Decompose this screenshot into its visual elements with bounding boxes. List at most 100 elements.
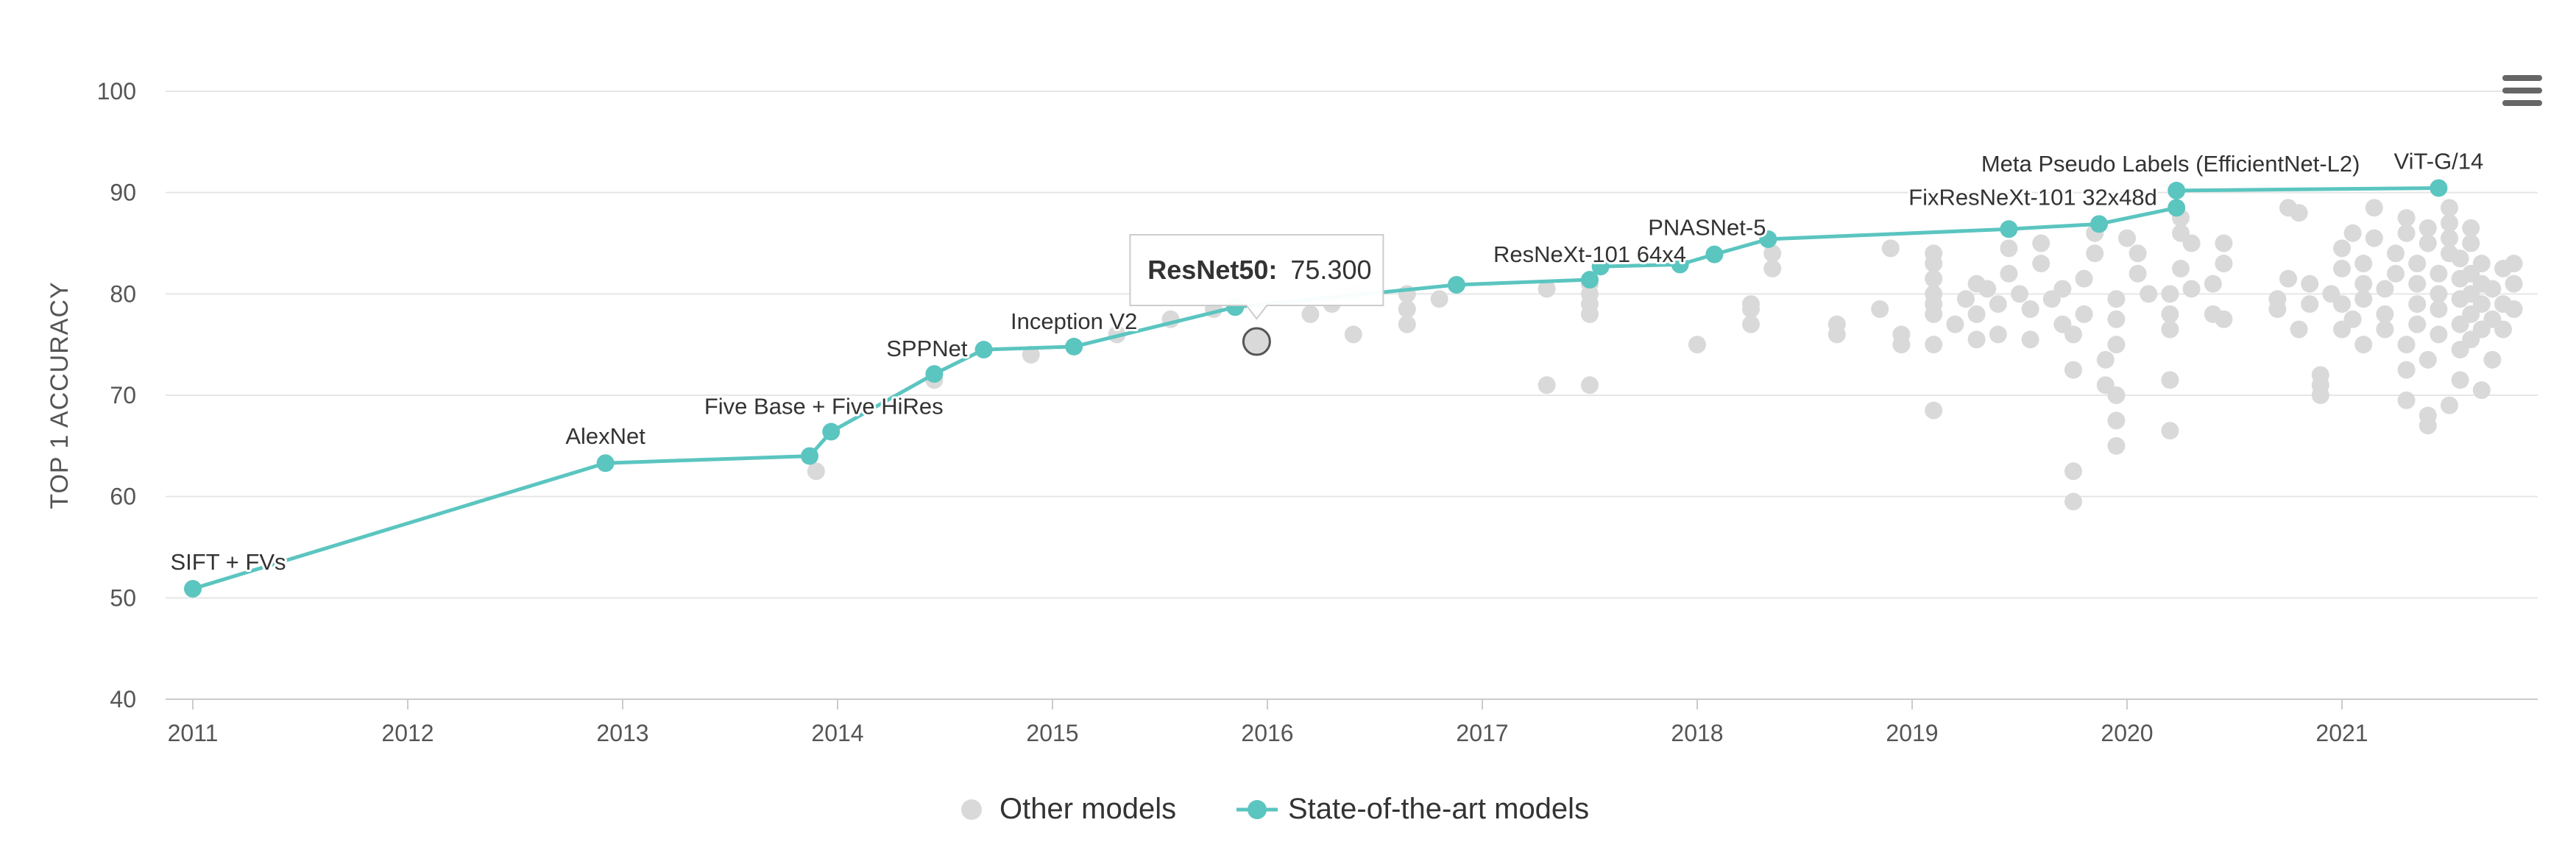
other-model-point[interactable] <box>2441 199 2458 217</box>
other-model-point[interactable] <box>1763 259 1782 277</box>
other-model-point[interactable] <box>2064 361 2082 379</box>
other-model-point[interactable] <box>2418 234 2437 252</box>
other-model-point[interactable] <box>2290 204 2308 222</box>
sota-model-point[interactable] <box>184 579 202 598</box>
other-model-point[interactable] <box>2182 280 2201 298</box>
other-model-point[interactable] <box>2387 244 2405 263</box>
other-model-point[interactable] <box>2032 234 2050 252</box>
hovered-point[interactable] <box>1242 327 1271 356</box>
other-model-point[interactable] <box>2021 300 2039 318</box>
other-model-point[interactable] <box>2333 259 2351 277</box>
other-model-point[interactable] <box>2021 330 2039 349</box>
other-model-point[interactable] <box>2301 295 2319 314</box>
other-model-point[interactable] <box>1989 325 2007 344</box>
other-model-point[interactable] <box>2215 255 2233 273</box>
other-model-point[interactable] <box>2472 255 2491 273</box>
other-model-point[interactable] <box>2161 285 2179 303</box>
other-model-point[interactable] <box>2311 366 2329 384</box>
other-model-point[interactable] <box>2397 361 2416 379</box>
other-model-point[interactable] <box>2107 290 2126 308</box>
sota-model-point[interactable] <box>596 454 615 473</box>
other-model-point[interactable] <box>2408 255 2427 273</box>
other-model-point[interactable] <box>2505 300 2523 318</box>
other-model-point[interactable] <box>1827 315 1846 333</box>
other-model-point[interactable] <box>2430 325 2448 344</box>
other-model-point[interactable] <box>1398 300 1416 318</box>
other-model-point[interactable] <box>2387 264 2405 283</box>
sota-model-point[interactable] <box>2168 199 2186 217</box>
other-model-point[interactable] <box>1925 336 1943 354</box>
other-model-point[interactable] <box>1871 300 1889 318</box>
other-model-point[interactable] <box>2418 417 2437 435</box>
other-model-point[interactable] <box>2441 229 2458 247</box>
other-model-point[interactable] <box>2129 244 2147 263</box>
other-model-point[interactable] <box>2140 285 2158 303</box>
other-model-point[interactable] <box>2204 275 2222 293</box>
other-model-point[interactable] <box>1925 401 1943 420</box>
other-model-point[interactable] <box>2182 234 2201 252</box>
hamburger-menu-icon[interactable] <box>2498 69 2547 116</box>
other-model-point[interactable] <box>1688 336 1706 354</box>
sota-model-point[interactable] <box>1671 255 1689 274</box>
other-model-point[interactable] <box>1967 330 1986 349</box>
other-model-point[interactable] <box>2279 269 2297 288</box>
other-model-point[interactable] <box>2161 305 2179 323</box>
other-model-point[interactable] <box>1925 269 1943 288</box>
other-model-point[interactable] <box>1398 315 1416 333</box>
sota-model-point[interactable] <box>2430 179 2448 197</box>
other-model-point[interactable] <box>2086 244 2104 263</box>
other-model-point[interactable] <box>2064 325 2082 344</box>
sota-model-point[interactable] <box>2168 181 2186 199</box>
other-model-point[interactable] <box>2129 264 2147 283</box>
other-model-point[interactable] <box>2376 305 2394 323</box>
other-model-point[interactable] <box>1742 315 1760 333</box>
other-model-point[interactable] <box>2107 436 2126 455</box>
other-model-point[interactable] <box>1538 280 1556 298</box>
sota-model-point[interactable] <box>801 447 819 465</box>
other-model-point[interactable] <box>1957 290 1975 308</box>
other-model-point[interactable] <box>1430 290 1448 308</box>
other-model-point[interactable] <box>2161 320 2179 339</box>
other-model-point[interactable] <box>2451 250 2469 268</box>
other-model-point[interactable] <box>2064 492 2082 511</box>
other-model-point[interactable] <box>2483 280 2502 298</box>
other-model-point[interactable] <box>1344 325 1362 344</box>
other-model-point[interactable] <box>2397 391 2416 409</box>
other-model-point[interactable] <box>2483 350 2502 369</box>
other-model-point[interactable] <box>1946 315 1964 333</box>
other-model-point[interactable] <box>2505 255 2523 273</box>
other-model-point[interactable] <box>2032 255 2050 273</box>
sota-model-point[interactable] <box>2000 220 2018 238</box>
other-model-point[interactable] <box>2343 310 2362 328</box>
other-model-point[interactable] <box>1989 295 2007 314</box>
sota-model-point[interactable] <box>925 365 944 383</box>
other-model-point[interactable] <box>2397 336 2416 354</box>
sota-model-point[interactable] <box>1447 275 1465 294</box>
other-model-point[interactable] <box>2430 264 2448 283</box>
other-model-point[interactable] <box>2472 295 2491 314</box>
other-model-point[interactable] <box>2172 259 2190 277</box>
other-model-point[interactable] <box>2075 305 2093 323</box>
other-model-point[interactable] <box>2376 280 2394 298</box>
other-model-point[interactable] <box>2053 280 2072 298</box>
other-model-point[interactable] <box>2365 229 2383 247</box>
other-model-point[interactable] <box>2075 269 2093 288</box>
other-model-point[interactable] <box>2301 275 2319 293</box>
other-model-point[interactable] <box>2107 336 2126 354</box>
other-model-point[interactable] <box>1978 280 1997 298</box>
other-model-point[interactable] <box>2418 350 2437 369</box>
sota-model-point[interactable] <box>1591 258 1610 276</box>
other-model-point[interactable] <box>2505 275 2523 293</box>
other-model-point[interactable] <box>807 462 825 481</box>
other-model-point[interactable] <box>2365 199 2383 217</box>
other-model-point[interactable] <box>2215 310 2233 328</box>
other-model-point[interactable] <box>2333 295 2351 314</box>
other-model-point[interactable] <box>1925 285 1943 303</box>
other-model-point[interactable] <box>2107 310 2126 328</box>
legend-item-sota-models[interactable]: State-of-the-art models <box>1236 793 1589 825</box>
other-model-point[interactable] <box>2107 411 2126 430</box>
other-model-point[interactable] <box>2161 371 2179 389</box>
sota-model-point[interactable] <box>1705 245 1724 263</box>
other-model-point[interactable] <box>2354 290 2373 308</box>
other-model-point[interactable] <box>1967 305 1986 323</box>
